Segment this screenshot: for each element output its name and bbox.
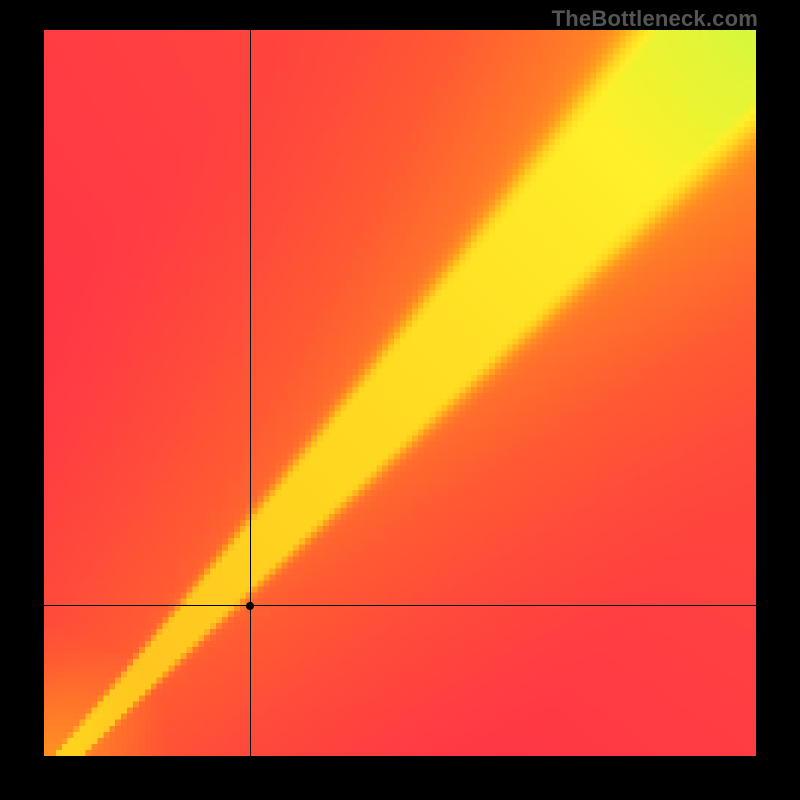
heatmap-canvas xyxy=(44,30,756,756)
chart-container: { "watermark": { "text": "TheBottleneck.… xyxy=(0,0,800,800)
crosshair-vertical-line xyxy=(250,30,251,756)
crosshair-marker-dot xyxy=(246,602,254,610)
crosshair-horizontal-line xyxy=(44,605,756,606)
heatmap-plot-area xyxy=(44,30,756,756)
watermark-text: TheBottleneck.com xyxy=(552,6,758,32)
